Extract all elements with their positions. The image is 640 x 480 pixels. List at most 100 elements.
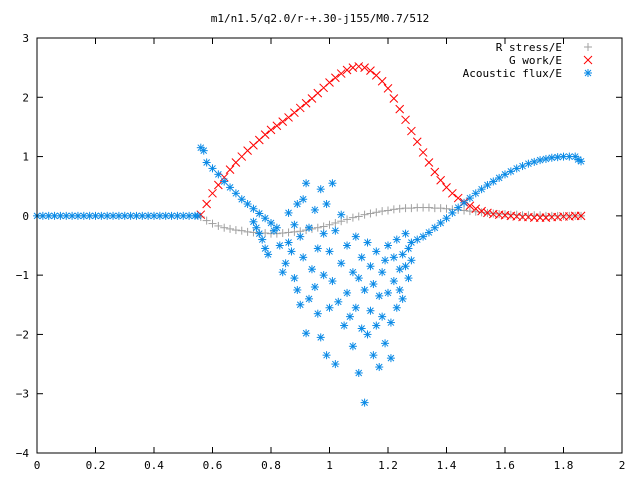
- data-point: [453, 193, 463, 203]
- series-1: [196, 62, 586, 222]
- data-point: [301, 98, 311, 108]
- data-point: [345, 312, 354, 321]
- data-point: [381, 256, 390, 265]
- data-point: [313, 309, 322, 318]
- data-point: [436, 204, 445, 213]
- data-point: [281, 259, 290, 268]
- data-point: [506, 167, 515, 176]
- data-point: [342, 65, 352, 75]
- data-point: [401, 115, 410, 125]
- data-point: [495, 173, 504, 182]
- data-point: [275, 241, 284, 250]
- data-point: [261, 229, 270, 238]
- data-point: [366, 262, 375, 271]
- data-point: [419, 232, 428, 241]
- data-point: [366, 306, 375, 315]
- data-point: [213, 180, 223, 190]
- data-point: [447, 188, 457, 198]
- chart-title: m1/n1.5/q2.0/r-+.30-j155/M0.7/512: [211, 12, 430, 25]
- data-point: [442, 204, 451, 213]
- data-point: [226, 183, 235, 192]
- data-point: [471, 204, 481, 214]
- data-point: [366, 66, 375, 75]
- data-point: [369, 351, 378, 360]
- data-point: [351, 303, 360, 312]
- data-point: [252, 223, 261, 232]
- data-point: [316, 333, 325, 342]
- legend-label: G work/E: [509, 54, 562, 67]
- data-point: [477, 206, 486, 216]
- data-point: [202, 199, 212, 209]
- data-point: [161, 211, 170, 220]
- data-point: [501, 170, 509, 179]
- data-point: [319, 222, 328, 231]
- data-point: [424, 203, 433, 212]
- data-point: [260, 130, 270, 139]
- data-point: [395, 104, 405, 114]
- y-tick-label: 0: [22, 210, 29, 223]
- x-tick-label: 0.8: [261, 459, 281, 472]
- data-point: [413, 235, 422, 244]
- data-point: [202, 158, 211, 167]
- data-point: [372, 321, 381, 330]
- data-point: [266, 125, 276, 135]
- data-point: [307, 265, 316, 274]
- data-point: [237, 195, 246, 204]
- data-point: [398, 294, 407, 303]
- data-point: [343, 241, 352, 250]
- data-point: [305, 294, 314, 303]
- data-point: [501, 210, 509, 219]
- data-point: [477, 185, 486, 194]
- x-tick-label: 1.6: [495, 459, 515, 472]
- data-point: [378, 312, 387, 321]
- data-point: [412, 137, 422, 147]
- data-point: [404, 274, 413, 283]
- data-point: [407, 204, 416, 213]
- data-point: [401, 262, 410, 271]
- data-point: [249, 217, 258, 226]
- data-point: [366, 209, 375, 218]
- data-point: [325, 303, 334, 312]
- series-2: [33, 143, 586, 407]
- data-point: [351, 232, 360, 241]
- data-point: [360, 285, 369, 294]
- data-point: [348, 342, 357, 351]
- data-point: [460, 198, 469, 207]
- data-point: [430, 167, 440, 177]
- data-point: [173, 211, 182, 220]
- data-point: [395, 265, 404, 274]
- data-point: [389, 277, 398, 286]
- data-point: [524, 159, 533, 168]
- data-point: [278, 268, 287, 277]
- data-point: [249, 204, 258, 213]
- data-point: [316, 185, 325, 194]
- data-point: [331, 218, 340, 227]
- data-point: [44, 211, 53, 220]
- data-point: [299, 253, 308, 262]
- data-point: [278, 117, 288, 126]
- data-point: [231, 189, 240, 198]
- data-point: [448, 208, 457, 217]
- data-point: [547, 153, 556, 162]
- x-tick-label: 1: [326, 459, 333, 472]
- data-point: [386, 318, 395, 327]
- data-point: [261, 244, 270, 253]
- data-point: [38, 211, 47, 220]
- data-point: [284, 113, 293, 122]
- data-point: [290, 220, 299, 229]
- data-point: [243, 200, 252, 208]
- data-point: [404, 244, 413, 253]
- data-point: [208, 219, 217, 228]
- data-point: [354, 62, 364, 71]
- data-point: [231, 226, 240, 235]
- data-point: [302, 329, 311, 338]
- data-point: [313, 223, 322, 232]
- data-point: [328, 277, 337, 286]
- plot-frame: [36, 37, 623, 454]
- data-point: [442, 214, 451, 223]
- x-tick-label: 0.6: [203, 459, 223, 472]
- y-tick-label: −2: [16, 328, 29, 341]
- legend-marker: [584, 43, 592, 51]
- y-tick-label: −4: [16, 447, 30, 460]
